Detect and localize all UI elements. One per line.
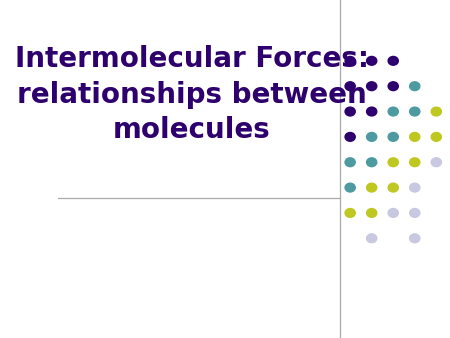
Circle shape [345, 183, 355, 192]
Circle shape [410, 209, 420, 217]
Circle shape [410, 132, 420, 141]
Circle shape [367, 56, 377, 65]
Circle shape [367, 132, 377, 141]
Circle shape [431, 132, 441, 141]
Circle shape [388, 209, 398, 217]
Circle shape [388, 158, 398, 167]
Circle shape [345, 209, 355, 217]
Circle shape [388, 107, 398, 116]
Circle shape [345, 107, 355, 116]
Circle shape [410, 158, 420, 167]
Circle shape [410, 234, 420, 243]
Circle shape [388, 82, 398, 91]
Circle shape [388, 56, 398, 65]
Circle shape [345, 82, 355, 91]
Circle shape [367, 234, 377, 243]
Circle shape [345, 132, 355, 141]
Circle shape [388, 183, 398, 192]
Circle shape [431, 158, 441, 167]
Circle shape [388, 132, 398, 141]
Circle shape [367, 209, 377, 217]
Circle shape [431, 107, 441, 116]
Circle shape [410, 107, 420, 116]
Text: Intermolecular Forces:
relationships between
molecules: Intermolecular Forces: relationships bet… [14, 45, 369, 144]
Circle shape [367, 158, 377, 167]
Circle shape [345, 158, 355, 167]
Circle shape [367, 107, 377, 116]
Circle shape [367, 183, 377, 192]
Circle shape [367, 82, 377, 91]
Circle shape [410, 82, 420, 91]
Circle shape [410, 183, 420, 192]
Circle shape [345, 56, 355, 65]
